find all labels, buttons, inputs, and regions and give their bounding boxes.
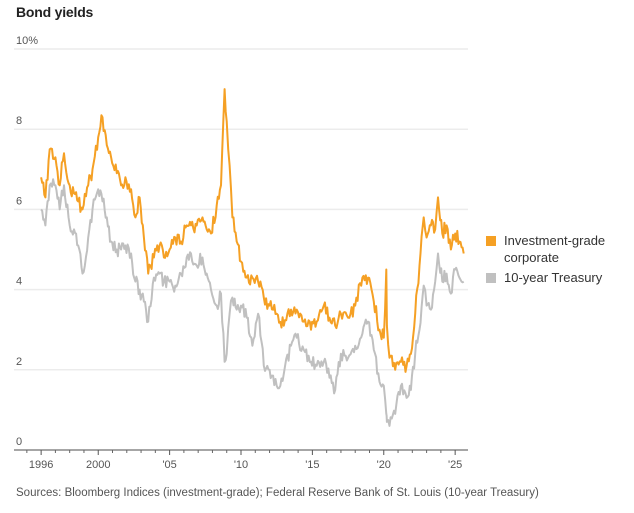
y-tick-label-0: 0 — [16, 436, 22, 448]
y-tick-label-4: 4 — [16, 276, 22, 288]
x-tick-label-2005: '05 — [162, 459, 176, 471]
legend-label-treasury: 10-year Treasury — [504, 270, 603, 285]
legend-item-treasury: 10-year Treasury — [486, 269, 605, 286]
x-tick-label-2000: 2000 — [86, 459, 110, 471]
x-tick-label-2015: '15 — [305, 459, 319, 471]
legend-swatch-corporate — [486, 236, 496, 246]
legend-label-line1: Investment-grade — [504, 233, 606, 248]
series-lines — [40, 88, 465, 427]
y-axis-labels: 0 2 4 6 8 10% — [16, 35, 38, 448]
y-tick-label-2: 2 — [16, 356, 22, 368]
gridlines — [14, 48, 468, 371]
source-note: Sources: Bloomberg Indices (investment-g… — [16, 487, 539, 499]
x-tick-label-2020: '20 — [377, 459, 391, 471]
x-tick-label-2025: '25 — [448, 459, 462, 471]
y-tick-label-10: 10% — [16, 35, 38, 47]
legend-label-line2: corporate — [504, 250, 559, 265]
legend-swatch-treasury — [486, 273, 496, 283]
series-line-10-year-treasury — [40, 178, 465, 427]
y-tick-label-8: 8 — [16, 115, 22, 127]
x-tick-label-1996: 1996 — [29, 459, 53, 471]
legend: Investment-grade corporate 10-year Treas… — [486, 232, 605, 289]
x-axis: 1996 2000 '05 '10 '15 '20 '25 — [14, 449, 468, 471]
legend-label-corporate: Investment-grade corporate — [504, 232, 605, 266]
chart-title: Bond yields — [16, 4, 94, 20]
y-tick-label-6: 6 — [16, 195, 22, 207]
series-line-investment-grade-corporate — [40, 88, 465, 373]
x-tick-label-2010: '10 — [234, 459, 248, 471]
legend-item-corporate: Investment-grade corporate — [486, 232, 605, 266]
